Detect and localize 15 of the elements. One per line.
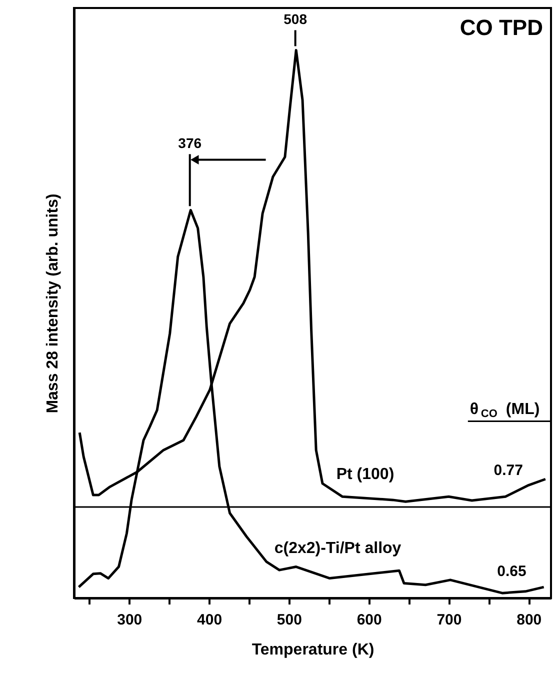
y-axis-title: Mass 28 intensity (arb. units) (44, 194, 62, 414)
chart-title: CO TPD (460, 15, 543, 40)
annotation: 376 (178, 135, 202, 152)
x-tick-label: 600 (356, 612, 382, 628)
x-tick-label: 400 (197, 612, 222, 628)
x-tick-label: 500 (276, 612, 302, 628)
annotation: 0.77 (494, 462, 523, 479)
annotation: 508 (284, 11, 308, 28)
x-tick-label: 800 (516, 612, 542, 628)
series-label: Pt (100) (336, 466, 394, 484)
x-tick-label: 300 (117, 612, 142, 628)
x-tick-label: 700 (436, 612, 462, 628)
series-label: c(2x2)-Ti/Pt alloy (274, 540, 402, 557)
x-axis-title: Temperature (K) (252, 642, 374, 658)
annotation: 0.65 (497, 562, 526, 580)
